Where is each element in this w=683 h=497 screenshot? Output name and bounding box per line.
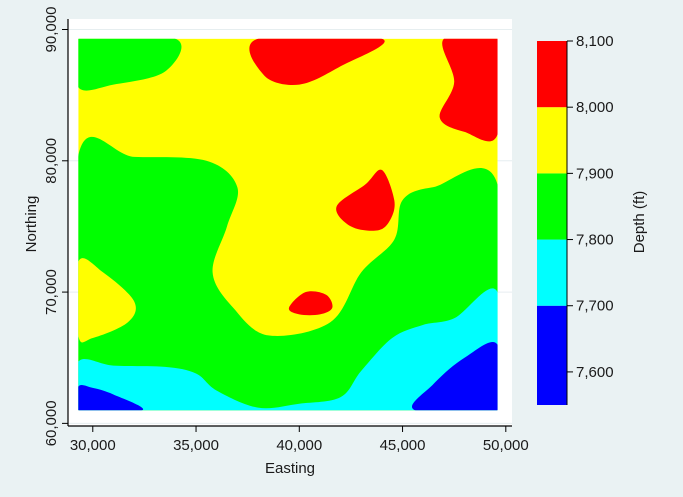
y-tick-label: 80,000: [43, 138, 60, 184]
contour-band-7700-7800: [78, 288, 498, 411]
contour-band-8000-8100: [249, 38, 385, 85]
depth-legend: 7,600 7,700 7,800 7,900 8,000 8,100: [537, 33, 614, 405]
legend-tick-label: 7,700: [576, 298, 614, 315]
contour-plot-area: [78, 38, 498, 411]
y-tick-label: 70,000: [43, 269, 60, 315]
legend-tick-label: 7,600: [576, 364, 614, 381]
contour-band-8000-8100: [288, 291, 333, 316]
legend-swatch-7550-7700: [537, 305, 567, 405]
legend-swatch-7700-7800: [537, 239, 567, 306]
legend-tick-label: 8,100: [576, 33, 614, 50]
x-tick-label: 35,000: [173, 437, 219, 454]
legend-swatch-8000-8100: [537, 41, 567, 108]
x-tick-label: 40,000: [276, 437, 322, 454]
legend-tick-label: 7,800: [576, 232, 614, 249]
contour-band-7550-7700: [412, 342, 498, 411]
x-tick-label: 45,000: [380, 437, 426, 454]
legend-swatch-7900-8000: [537, 107, 567, 174]
y-tick-label: 60,000: [43, 400, 60, 446]
x-tick-label: 50,000: [483, 437, 529, 454]
contour-band-7900-8000: [78, 258, 136, 343]
contour-band-7800-7900: [78, 38, 182, 91]
legend-tick-label: 7,900: [576, 165, 614, 182]
axes: 30,000 35,000 40,000 45,000 50,000 60,000 70,0…: [43, 7, 529, 454]
y-axis-title: Northing: [23, 196, 40, 253]
y-tick-label: 90,000: [43, 7, 60, 53]
legend-swatch-7800-7900: [537, 173, 567, 240]
contour-band-7550-7700: [78, 385, 144, 411]
contour-band-8000-8100: [336, 169, 395, 231]
contour-band-8000-8100: [439, 38, 498, 142]
legend-title: Depth (ft): [631, 191, 648, 254]
x-axis-title: Easting: [265, 460, 315, 477]
x-tick-label: 30,000: [70, 437, 116, 454]
legend-tick-label: 8,000: [576, 99, 614, 116]
